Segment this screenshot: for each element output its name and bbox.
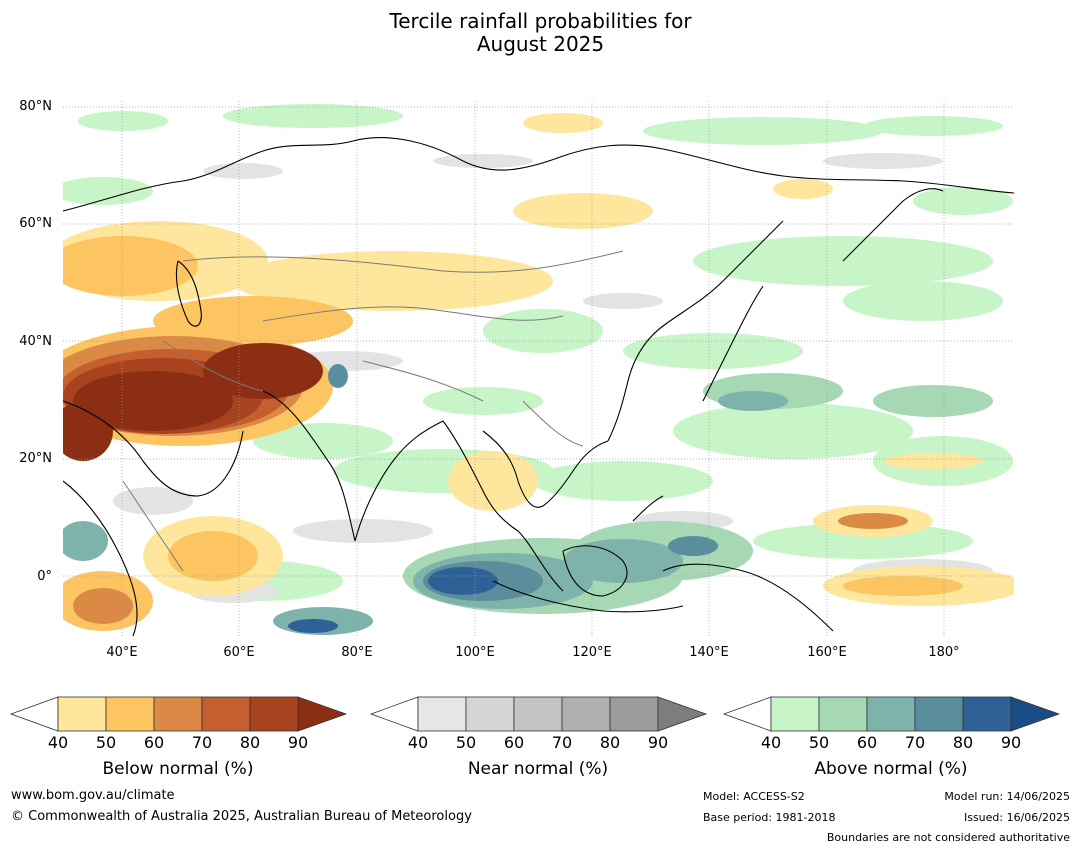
graticule <box>63 101 1014 636</box>
swatch-above-60 <box>866 696 916 732</box>
tick-below-70: 70 <box>191 733 213 752</box>
tick-near-90: 90 <box>647 733 669 752</box>
tick-below-90: 90 <box>287 733 309 752</box>
tick-near-70: 70 <box>551 733 573 752</box>
colorbar-below-normal <box>10 696 350 732</box>
tick-below-40: 40 <box>47 733 69 752</box>
country-borders <box>122 250 624 572</box>
tick-above-80: 80 <box>952 733 974 752</box>
above-normal-strong-patches <box>63 364 993 635</box>
swatch-near-90 <box>657 696 708 732</box>
swatch-below-40 <box>57 696 107 732</box>
below-normal-patches <box>63 113 1014 631</box>
lat-label-20n: 20°N <box>19 451 52 466</box>
model-run-date: Model run: 14/06/2025 <box>944 790 1070 803</box>
tick-above-70: 70 <box>904 733 926 752</box>
tick-near-40: 40 <box>407 733 429 752</box>
tick-near-60: 60 <box>503 733 525 752</box>
swatch-above-80 <box>962 696 1012 732</box>
lon-label-140e: 140°E <box>689 645 729 660</box>
rainfall-probability-map <box>63 101 1014 636</box>
tick-below-80: 80 <box>239 733 261 752</box>
swatch-below-80 <box>249 696 299 732</box>
tick-below-50: 50 <box>95 733 117 752</box>
map-title: Tercile rainfall probabilities for Augus… <box>0 10 1081 56</box>
tick-below-60: 60 <box>143 733 165 752</box>
tick-near-80: 80 <box>599 733 621 752</box>
swatch-near-lt40 <box>370 696 419 732</box>
swatch-above-lt40 <box>723 696 772 732</box>
lon-label-60e: 60°E <box>223 645 255 660</box>
lat-label-equator: 0° <box>37 569 52 584</box>
swatch-near-40 <box>417 696 467 732</box>
colorbar-near-normal-swatches <box>370 696 708 732</box>
colorbar-near-normal <box>370 696 710 732</box>
title-line-1: Tercile rainfall probabilities for <box>389 9 692 33</box>
lon-label-120e: 120°E <box>572 645 612 660</box>
lat-label-80n: 80°N <box>19 99 52 114</box>
colorbar-below-normal-swatches <box>10 696 348 732</box>
swatch-above-40 <box>770 696 820 732</box>
lon-label-40e: 40°E <box>106 645 138 660</box>
swatch-near-50 <box>465 696 515 732</box>
copyright-notice: © Commonwealth of Australia 2025, Austra… <box>11 809 472 824</box>
swatch-below-70 <box>201 696 251 732</box>
issued-date: Issued: 16/06/2025 <box>963 811 1070 824</box>
swatch-below-50 <box>105 696 155 732</box>
lat-label-40n: 40°N <box>19 334 52 349</box>
boundaries-disclaimer: Boundaries are not considered authoritat… <box>826 831 1070 844</box>
swatch-above-90 <box>1010 696 1061 732</box>
swatch-above-70 <box>914 696 964 732</box>
swatch-near-70 <box>561 696 611 732</box>
tick-near-50: 50 <box>455 733 477 752</box>
title-line-2: August 2025 <box>476 32 605 56</box>
colorbar-below-title: Below normal (%) <box>102 759 254 779</box>
above-normal-patches <box>63 104 1013 601</box>
colorbar-near-title: Near normal (%) <box>467 759 609 779</box>
map-canvas <box>63 101 1014 636</box>
website-link[interactable]: www.bom.gov.au/climate <box>11 788 175 803</box>
coastlines <box>63 137 1014 636</box>
swatch-below-60 <box>153 696 203 732</box>
swatch-below-90 <box>297 696 348 732</box>
swatch-near-80 <box>609 696 659 732</box>
tick-above-60: 60 <box>856 733 878 752</box>
colorbar-above-normal-swatches <box>723 696 1061 732</box>
swatch-above-50 <box>818 696 868 732</box>
swatch-below-lt40 <box>10 696 59 732</box>
tick-above-90: 90 <box>1000 733 1022 752</box>
base-period: Base period: 1981-2018 <box>703 811 836 824</box>
lon-label-180: 180° <box>928 645 960 660</box>
lon-label-80e: 80°E <box>341 645 373 660</box>
lon-label-160e: 160°E <box>807 645 847 660</box>
model-name: Model: ACCESS-S2 <box>703 790 805 803</box>
colorbar-above-normal <box>723 696 1063 732</box>
lat-label-60n: 60°N <box>19 216 52 231</box>
tick-above-40: 40 <box>760 733 782 752</box>
colorbar-above-title: Above normal (%) <box>814 759 968 779</box>
lon-label-100e: 100°E <box>455 645 495 660</box>
swatch-near-60 <box>513 696 563 732</box>
tick-above-50: 50 <box>808 733 830 752</box>
